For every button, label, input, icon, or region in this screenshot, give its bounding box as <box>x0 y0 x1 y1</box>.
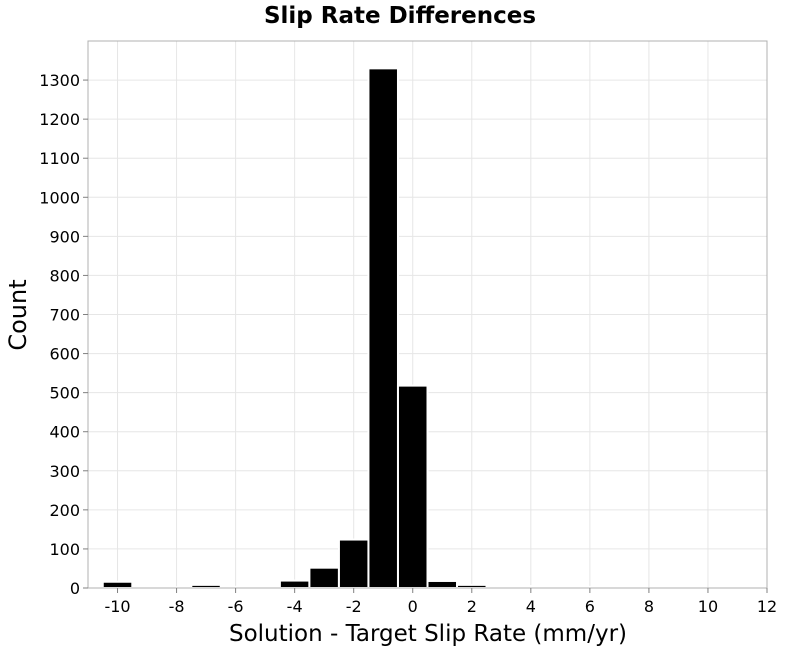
x-tick-label: 10 <box>698 597 718 616</box>
histogram-bars <box>101 67 606 590</box>
histogram-bar <box>101 580 134 590</box>
y-tick-label: 1000 <box>39 188 80 207</box>
x-tick-label: -8 <box>169 597 185 616</box>
y-tick-label: 500 <box>49 384 80 403</box>
y-tick-label: 400 <box>49 423 80 442</box>
x-tick-label: -6 <box>228 597 244 616</box>
y-tick-label: 200 <box>49 501 80 520</box>
axis-ticks: -10 -8 -6 -4 -2 0 2 4 6 8 10 12 0 100 200 300 400 500 600 7… <box>39 71 777 616</box>
histogram-bar <box>337 538 370 590</box>
x-tick-label: 4 <box>526 597 536 616</box>
y-tick-label: 100 <box>49 540 80 559</box>
y-axis-label: Count <box>4 279 32 350</box>
y-tick-label: 300 <box>49 462 80 481</box>
y-tick-label: 1200 <box>39 110 80 129</box>
x-axis-label: Solution - Target Slip Rate (mm/yr) <box>229 621 627 647</box>
y-tick-label: 0 <box>70 579 80 598</box>
y-tick-label: 1300 <box>39 71 80 90</box>
chart-title: Slip Rate Differences <box>264 3 536 29</box>
x-tick-label: -4 <box>287 597 303 616</box>
x-tick-label: 12 <box>757 597 777 616</box>
y-tick-label: 800 <box>49 266 80 285</box>
x-tick-label: 6 <box>585 597 595 616</box>
histogram-bar <box>278 579 311 589</box>
y-tick-label: 900 <box>49 227 80 246</box>
x-tick-label: 8 <box>644 597 654 616</box>
histogram-bar <box>308 566 340 590</box>
histogram-bar <box>426 579 459 590</box>
y-tick-label: 600 <box>49 345 80 364</box>
x-tick-label: -2 <box>346 597 362 616</box>
x-tick-label: 0 <box>408 597 418 616</box>
y-tick-label: 700 <box>49 306 80 325</box>
histogram-bar <box>396 384 429 589</box>
x-tick-label: -10 <box>104 597 130 616</box>
histogram-bar <box>367 67 399 590</box>
x-tick-label: 2 <box>467 597 477 616</box>
y-tick-label: 1100 <box>39 149 80 168</box>
